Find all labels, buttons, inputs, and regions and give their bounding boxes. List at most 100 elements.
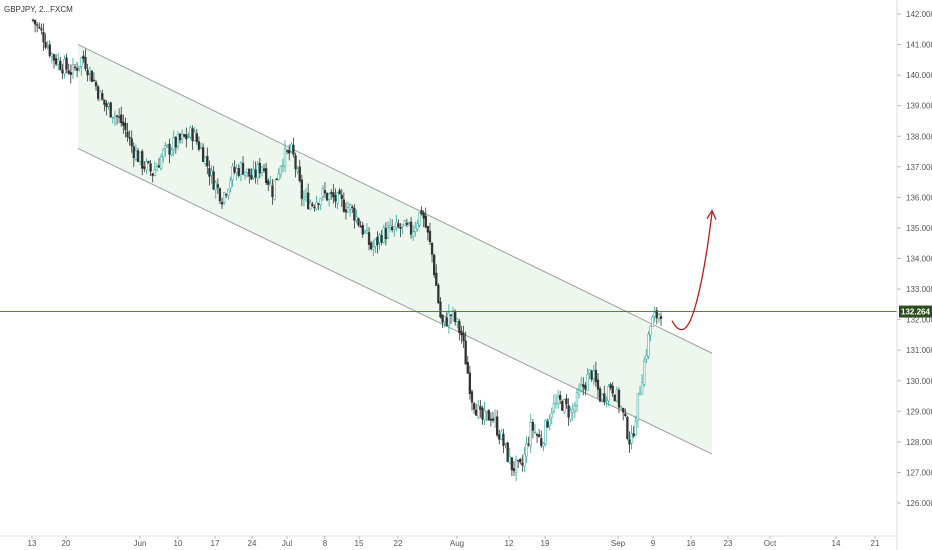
candle-body — [615, 389, 619, 402]
candle-body — [138, 151, 142, 162]
candle-body — [292, 144, 295, 155]
candle-body — [327, 193, 331, 200]
candle-body — [638, 392, 642, 396]
candle-body — [304, 193, 308, 197]
candle-body — [577, 390, 581, 395]
candle-body — [185, 134, 188, 140]
candle-body — [63, 59, 66, 75]
candle-body — [99, 91, 102, 101]
candle-body — [493, 417, 497, 420]
candle-body — [430, 242, 434, 255]
y-tick-label: 130.000 — [906, 377, 932, 386]
candle-body — [466, 361, 469, 374]
candle-body — [260, 166, 264, 173]
candle-body — [645, 355, 648, 360]
x-tick-label: 13 — [28, 539, 37, 548]
candle-body — [136, 150, 140, 162]
candle-body — [88, 68, 91, 74]
candle-body — [546, 421, 549, 428]
candle-body — [38, 26, 41, 29]
candle-body — [535, 434, 539, 436]
candle-body — [416, 223, 419, 230]
candle-body — [197, 141, 201, 150]
y-tick-label: 134.000 — [906, 255, 932, 264]
candle-body — [380, 235, 383, 243]
candle-body — [300, 179, 303, 199]
candle-body — [210, 170, 213, 176]
candle-body — [531, 422, 535, 431]
candle-body — [319, 198, 322, 205]
candle-body — [92, 79, 96, 82]
candle-body — [315, 201, 318, 210]
candle-body — [229, 180, 232, 189]
candle-body — [594, 369, 598, 383]
x-axis[interactable]: 13 20 Jun 10 17 24 Jul 8 15 22 Aug 12 19 Sep 9 16 23 Oct 1… — [0, 535, 897, 548]
candle-body — [227, 189, 230, 197]
candle-body — [199, 147, 203, 149]
candle-body — [124, 123, 127, 131]
candle-body — [391, 226, 394, 231]
candle-body — [252, 169, 255, 179]
candle-body — [178, 133, 182, 141]
candle-body — [399, 227, 402, 229]
candle-body — [611, 385, 614, 394]
candle-body — [283, 148, 287, 167]
candle-body — [248, 168, 251, 177]
candle-body — [657, 314, 661, 319]
candle-body — [376, 236, 379, 245]
candle-body — [462, 332, 465, 342]
channel-lower-line[interactable] — [77, 148, 713, 455]
channel-upper-line[interactable] — [77, 44, 713, 354]
candle-body — [565, 398, 568, 405]
candle-body — [653, 312, 656, 317]
candle-body — [84, 57, 87, 70]
candle-body — [54, 58, 58, 65]
candle-body — [351, 206, 354, 208]
candle-body — [386, 227, 390, 239]
candle-body — [330, 192, 333, 194]
candle-body — [605, 398, 608, 401]
candle-body — [162, 149, 165, 157]
candle-body — [311, 203, 314, 206]
y-tick-label: 131.000 — [906, 346, 932, 355]
candle-body — [187, 136, 190, 138]
candle-body — [439, 301, 442, 318]
candle-body — [586, 374, 589, 392]
candle-body — [193, 131, 196, 141]
candle-body — [309, 202, 312, 210]
candle-body — [617, 389, 621, 408]
candle-body — [143, 166, 146, 169]
candle-body — [340, 194, 343, 199]
candle-body — [443, 316, 446, 323]
x-tick-label: 23 — [724, 539, 733, 548]
candle-body — [477, 405, 480, 418]
candle-body — [651, 316, 654, 327]
candle-body — [120, 114, 123, 124]
candle-body — [349, 204, 352, 210]
y-tick-label: 138.000 — [906, 132, 932, 141]
y-axis[interactable]: 142.000 141.000 140.000 139.000 138.000 137.0… — [897, 10, 932, 508]
candle-body — [626, 416, 629, 440]
candle-body — [384, 228, 388, 240]
candle-body — [96, 86, 100, 99]
candle-body — [460, 330, 463, 336]
candle-body — [243, 171, 247, 176]
candle-body — [101, 93, 104, 100]
candle-body — [115, 115, 119, 117]
candle-body — [281, 164, 285, 167]
y-tick-label: 142.000 — [906, 10, 932, 19]
candle-body — [65, 57, 68, 70]
candle-body — [659, 316, 663, 319]
candle-body — [407, 222, 411, 224]
candle-body — [582, 384, 585, 388]
candle-body — [235, 168, 238, 173]
candle-body — [126, 131, 129, 138]
candles-group — [31, 18, 663, 481]
candle-body — [575, 392, 579, 406]
candle-body — [580, 384, 583, 391]
candle-body — [361, 224, 364, 235]
candle-body — [533, 431, 537, 434]
candle-body — [388, 225, 392, 228]
x-tick-label: 16 — [687, 539, 696, 548]
